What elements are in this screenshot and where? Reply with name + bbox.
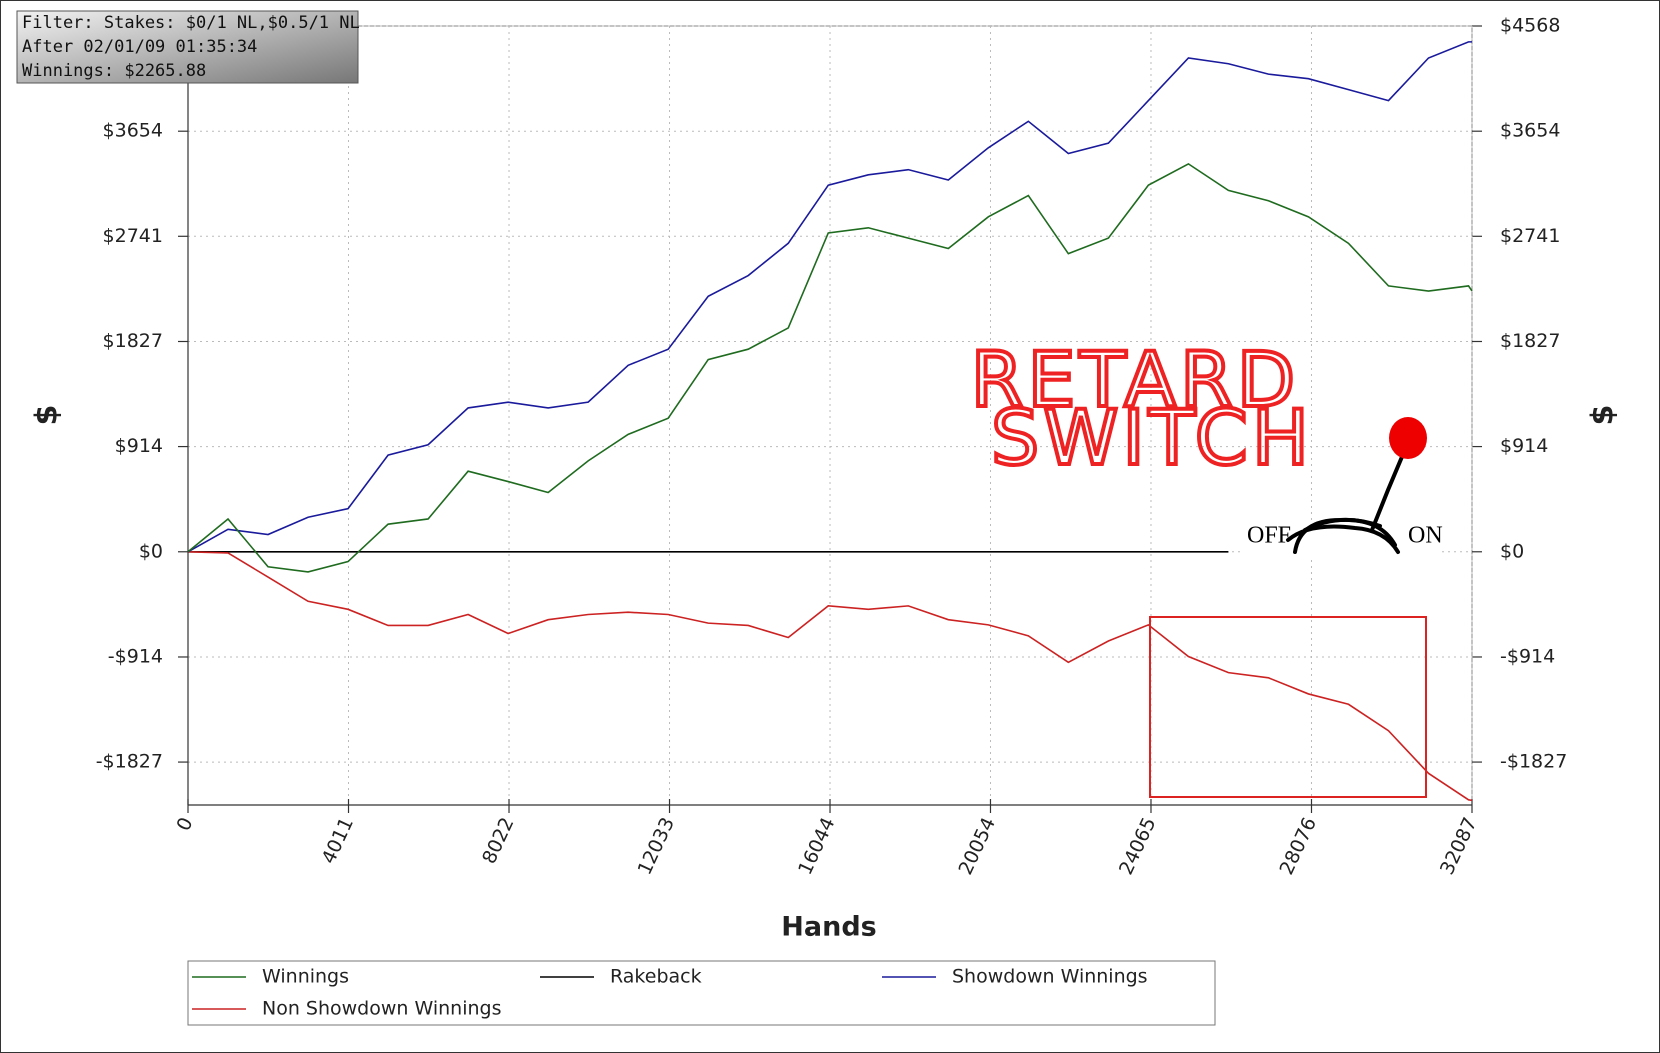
y2-tick-label: -$914 [1500,645,1555,667]
y-tick-label: $914 [115,435,163,457]
info-line: Filter: Stakes: $0/1 NL,$0.5/1 NL [22,13,360,33]
annotation: SWITCH [991,393,1313,482]
highlight-box [1149,616,1427,798]
legend-label: Rakeback [610,966,702,988]
y2-tick-label: $4568 [1500,15,1560,37]
legend-label: Non Showdown Winnings [262,998,502,1020]
annotation: ON [1408,523,1443,549]
y2-tick-label: $1827 [1500,330,1560,352]
y-tick-label: $3654 [103,120,163,142]
series-line [187,162,1473,573]
y-tick-label: -$914 [108,645,163,667]
y2-tick-label: $3654 [1500,120,1560,142]
y-tick-label: $2741 [103,225,163,247]
y-tick-label: $1827 [103,330,163,352]
annotation: OFF [1247,523,1291,549]
info-line: After 02/01/09 01:35:34 [22,37,257,57]
x-axis-label: Hands [781,912,876,943]
legend [187,960,1216,1026]
y2-tick-label: $2741 [1500,225,1560,247]
y-tick-label: $0 [139,540,163,562]
info-box [16,10,359,84]
series-line [187,41,1472,553]
series-line [187,550,1473,802]
legend-label: Showdown Winnings [952,966,1148,988]
legend-items: Winnings Rakeback Showdown Winnings Non Sho… [192,966,1148,1020]
y2-axis-label: $ [1586,405,1621,426]
info-line: Winnings: $2265.88 [22,61,206,81]
y2-tick-label: -$1827 [1500,751,1567,773]
switch-drawing [1286,450,1406,554]
annotation: RETARD [971,335,1300,424]
switch-knob [1389,417,1427,459]
y2-tick-label: $914 [1500,435,1548,457]
y-tick-label: -$1827 [96,751,163,773]
y2-tick-label: $0 [1500,540,1524,562]
y-axis-label: $ [30,405,65,426]
legend-label: Winnings [262,966,349,988]
